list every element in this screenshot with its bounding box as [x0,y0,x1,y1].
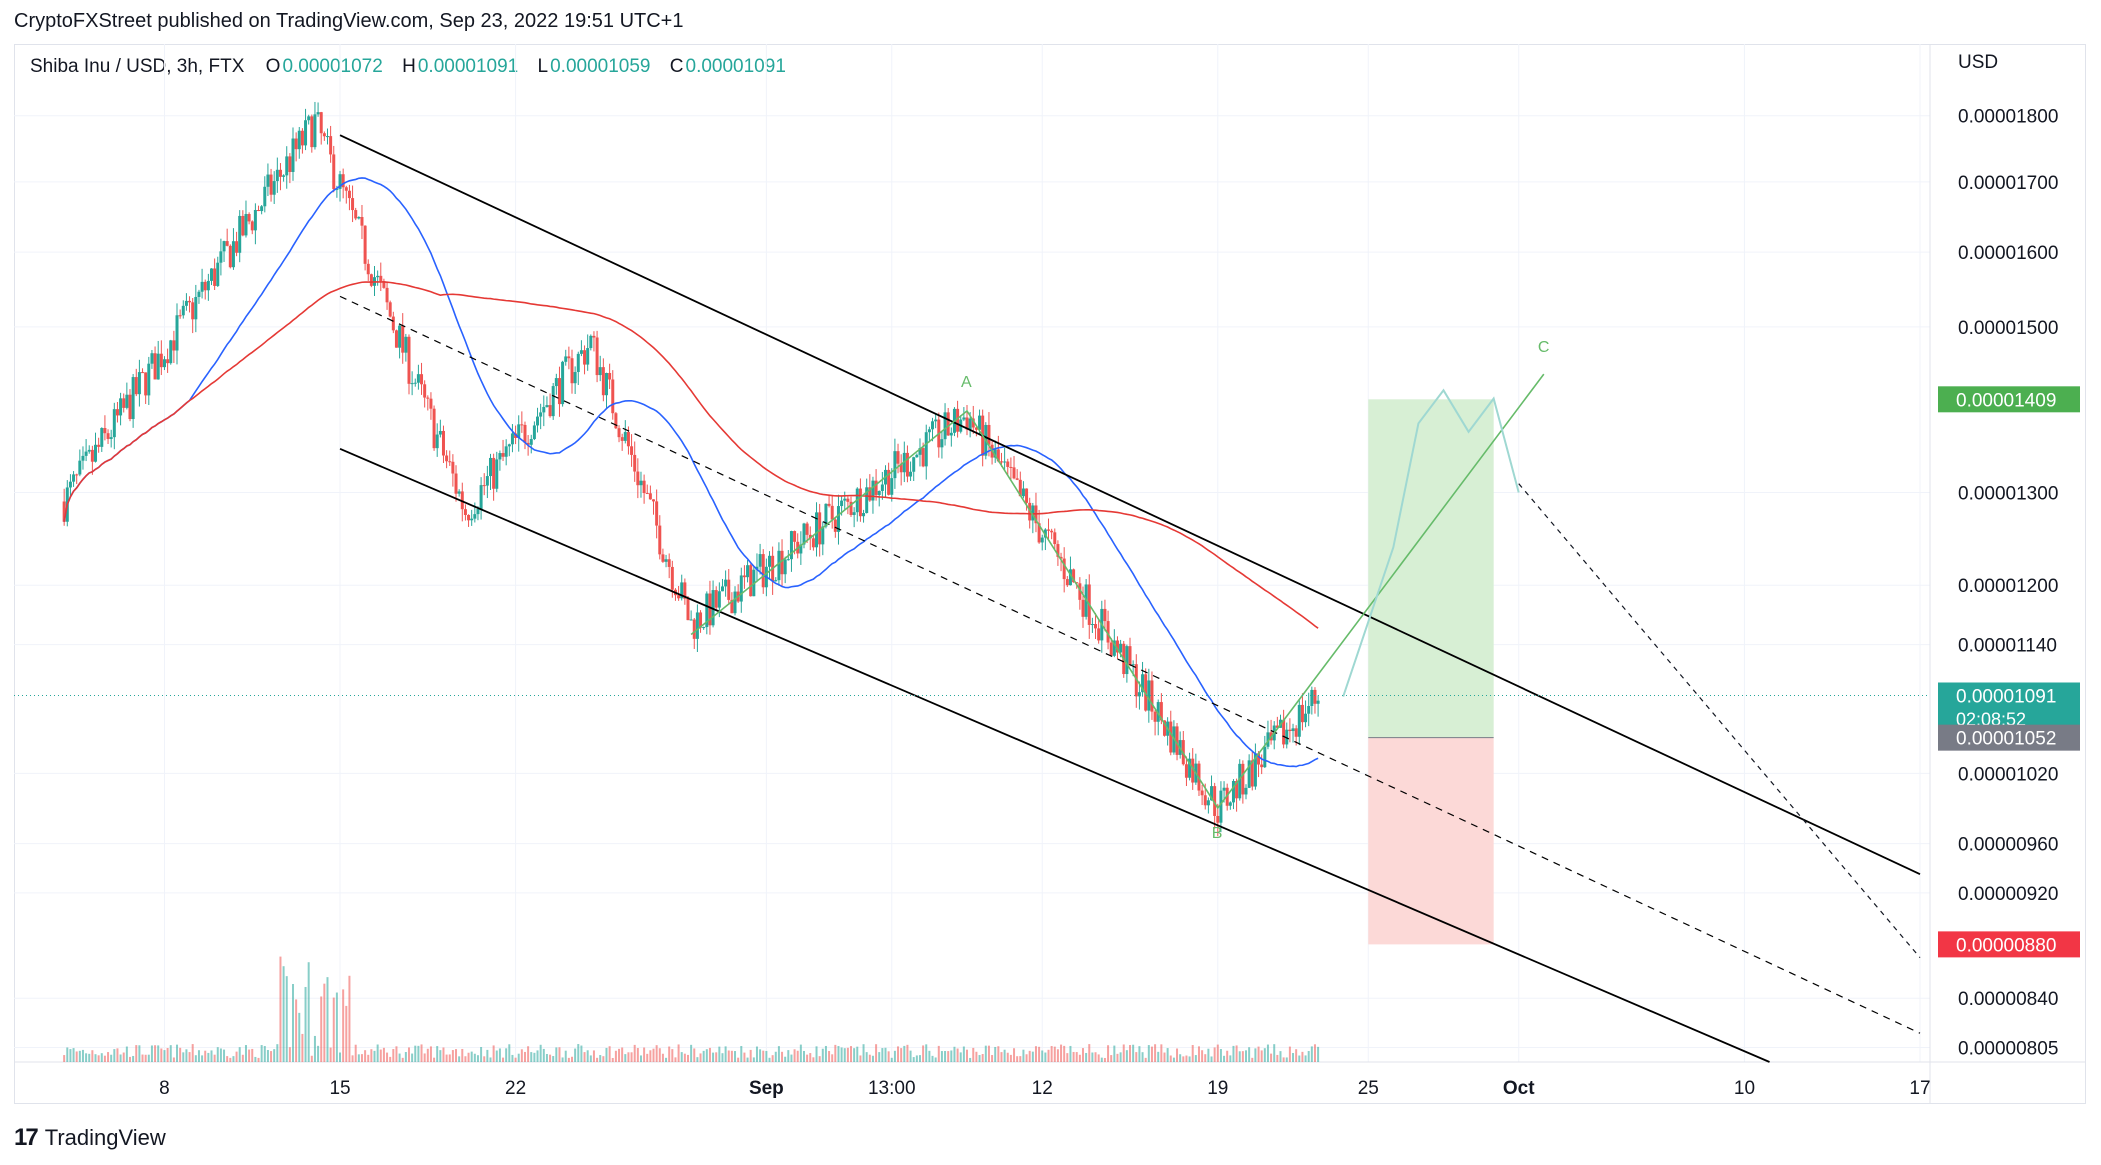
chart-frame [14,44,2086,1104]
close-label: C [669,56,684,77]
tradingview-logo-icon: 17 [14,1124,39,1151]
low-label: L [537,56,549,77]
high-label: H [402,56,416,77]
close-value: 0.00001091 [685,56,786,77]
open-label: O [265,56,281,77]
low-value: 0.00001059 [550,56,651,77]
open-value: 0.00001072 [282,56,383,77]
tradingview-logo[interactable]: 17 TradingView [14,1124,166,1152]
tradingview-logo-text: TradingView [44,1125,166,1150]
symbol-legend: Shiba Inu / USD, 3h, FTX O 0.00001072 H 0.… [30,56,800,78]
publish-caption: CryptoFXStreet published on TradingView.… [14,10,684,32]
currency-label: USD [1958,52,1999,73]
high-value: 0.00001091 [417,56,519,77]
symbol-name: Shiba Inu / USD, 3h, FTX [30,56,245,77]
